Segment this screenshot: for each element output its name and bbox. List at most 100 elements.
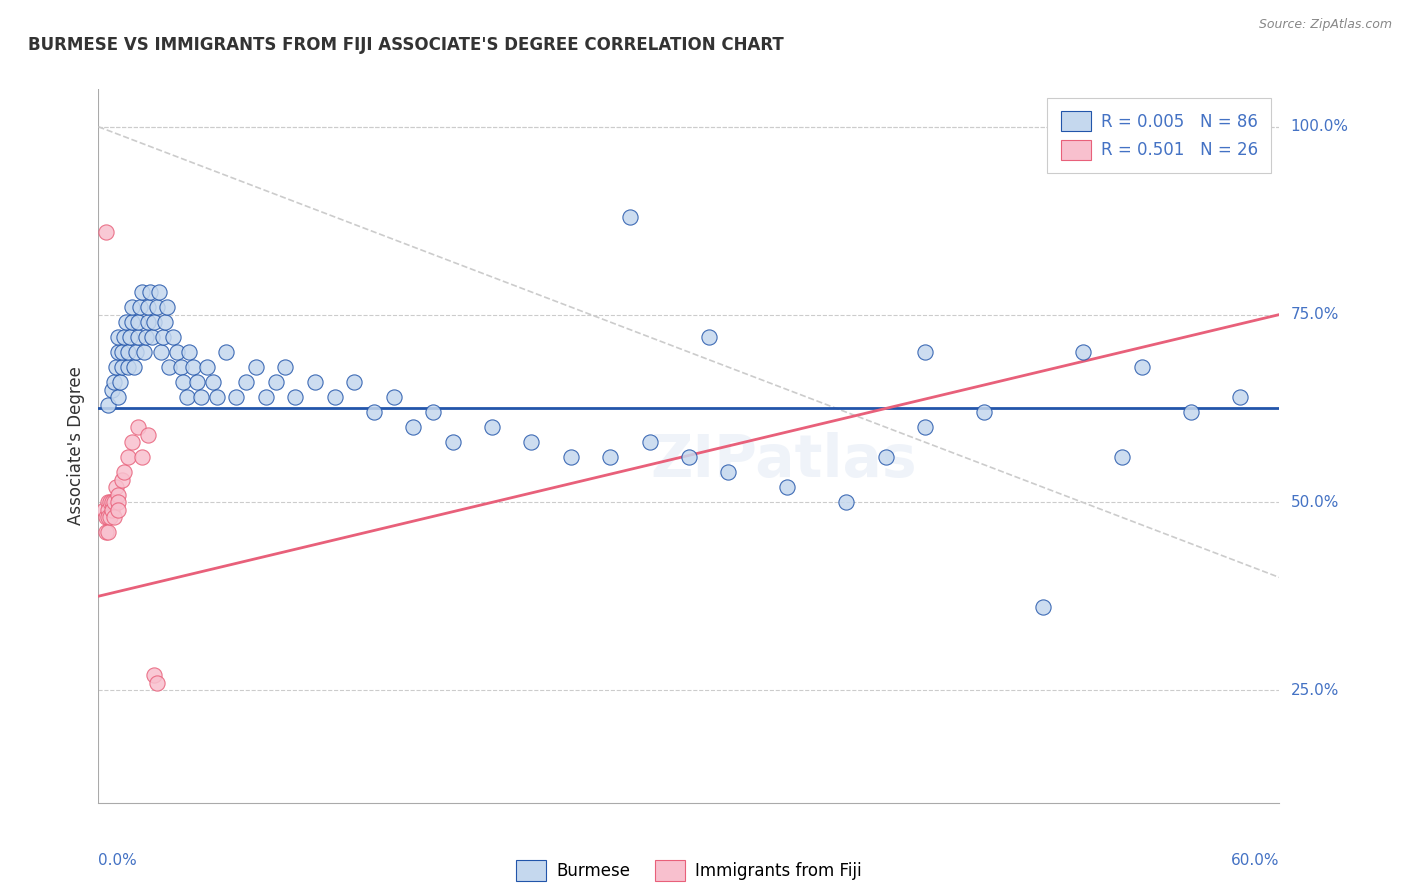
Point [835,495,858,509]
Point [98,510,121,524]
Point [117,450,139,465]
Text: 0.0%: 0.0% [98,853,138,868]
Point [127,420,149,434]
Point [402,420,425,434]
Point [131,285,153,299]
Point [678,450,700,465]
Point [107,503,129,517]
Text: 25.0%: 25.0% [1291,682,1339,698]
Point [245,360,267,375]
Point [1180,405,1202,419]
Point [323,390,346,404]
Point [181,360,204,375]
Point [101,503,124,517]
Point [121,300,143,314]
Point [1229,390,1251,404]
Point [363,405,385,419]
Point [93,503,115,517]
Point [112,465,135,479]
Point [103,510,125,524]
Point [111,345,134,359]
Point [117,360,139,375]
Point [97,510,120,524]
Point [481,420,503,434]
Point [136,300,159,314]
Point [717,465,740,479]
Point [638,435,661,450]
Point [172,375,194,389]
Point [215,345,238,359]
Point [619,210,641,224]
Point [201,375,224,389]
Text: 50.0%: 50.0% [1291,495,1339,510]
Point [97,525,120,540]
Point [97,398,120,412]
Point [162,330,184,344]
Point [1071,345,1094,359]
Point [148,285,170,299]
Point [122,360,145,375]
Point [152,330,174,344]
Point [125,345,148,359]
Point [441,435,464,450]
Point [103,375,125,389]
Point [111,473,134,487]
Point [97,503,120,517]
Point [96,510,118,524]
Point [97,495,120,509]
Point [166,345,188,359]
Point [107,330,129,344]
Point [128,300,150,314]
Point [1032,600,1054,615]
Point [150,345,173,359]
Point [121,315,143,329]
Point [111,360,134,375]
Point [304,375,326,389]
Legend: Burmese, Immigrants from Fiji: Burmese, Immigrants from Fiji [509,854,869,888]
Text: 60.0%: 60.0% [1232,853,1279,868]
Point [105,360,128,375]
Point [131,450,153,465]
Point [186,375,208,389]
Point [115,315,138,329]
Point [235,375,257,389]
Point [177,345,200,359]
Point [155,315,177,329]
Point [146,300,169,314]
Point [914,345,936,359]
Point [254,390,277,404]
Point [343,375,366,389]
Point [101,495,124,509]
Point [142,668,165,682]
Point [776,480,799,494]
Point [205,390,228,404]
Point [176,390,198,404]
Point [135,330,157,344]
Point [136,315,159,329]
Point [914,420,936,434]
Point [274,360,297,375]
Point [146,675,169,690]
Point [101,383,124,397]
Point [142,315,165,329]
Point [121,435,143,450]
Point [422,405,444,419]
Point [105,480,128,494]
Point [264,375,287,389]
Text: 100.0%: 100.0% [1291,120,1348,135]
Point [170,360,193,375]
Point [195,360,218,375]
Point [136,427,159,442]
Text: Source: ZipAtlas.com: Source: ZipAtlas.com [1258,18,1392,31]
Point [599,450,621,465]
Point [96,525,118,540]
Point [107,390,129,404]
Point [190,390,212,404]
Point [225,390,247,404]
Point [108,375,131,389]
Point [103,495,125,509]
Point [973,405,995,419]
Point [284,390,307,404]
Point [132,345,155,359]
Point [697,330,720,344]
